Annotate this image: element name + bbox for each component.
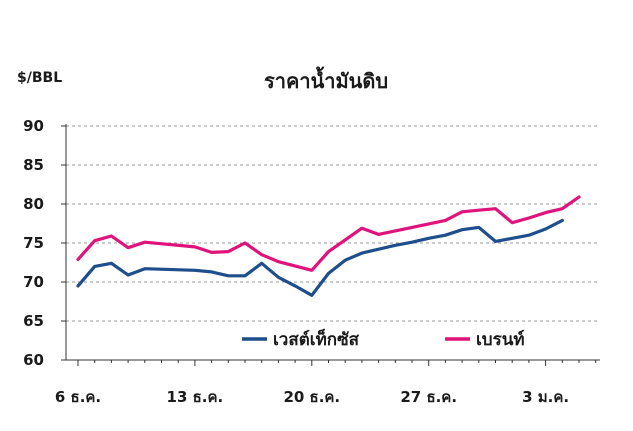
series-lines bbox=[76, 195, 581, 297]
y-tick-label: 60 bbox=[23, 351, 44, 369]
grid-lines bbox=[66, 125, 600, 322]
y-tick-label: 75 bbox=[23, 234, 44, 252]
y-tick-label: 65 bbox=[23, 312, 44, 330]
legend-label-wti: เวสต์เท็กซัส bbox=[273, 327, 360, 350]
x-tick-label: 20 ธ.ค. bbox=[283, 388, 340, 406]
series-line-brent bbox=[76, 195, 581, 272]
axes bbox=[61, 124, 600, 366]
y-tick-label: 80 bbox=[23, 195, 44, 213]
x-tick-label: 6 ธ.ค. bbox=[55, 388, 101, 406]
x-tick-label: 13 ธ.ค. bbox=[167, 388, 224, 406]
y-tick-label: 90 bbox=[23, 117, 44, 135]
y-axis-unit-label: $/BBL bbox=[17, 70, 62, 86]
x-tick-label: 27 ธ.ค. bbox=[400, 388, 457, 406]
chart-title: ราคาน้ำมันดิบ bbox=[264, 66, 388, 93]
x-tick-labels: 6 ธ.ค. 13 ธ.ค. 20 ธ.ค. 27 ธ.ค. 3 ม.ค. bbox=[55, 388, 569, 406]
legend-label-brent: เบรนท์ bbox=[476, 329, 525, 350]
series-line-wti bbox=[76, 218, 564, 297]
x-tick-label: 3 ม.ค. bbox=[522, 388, 569, 406]
y-tick-label: 70 bbox=[23, 273, 44, 291]
legend: เวสต์เท็กซัส เบรนท์ bbox=[242, 327, 525, 350]
y-tick-label: 85 bbox=[23, 156, 44, 174]
y-tick-labels: 60 65 70 75 80 85 90 bbox=[23, 117, 44, 369]
